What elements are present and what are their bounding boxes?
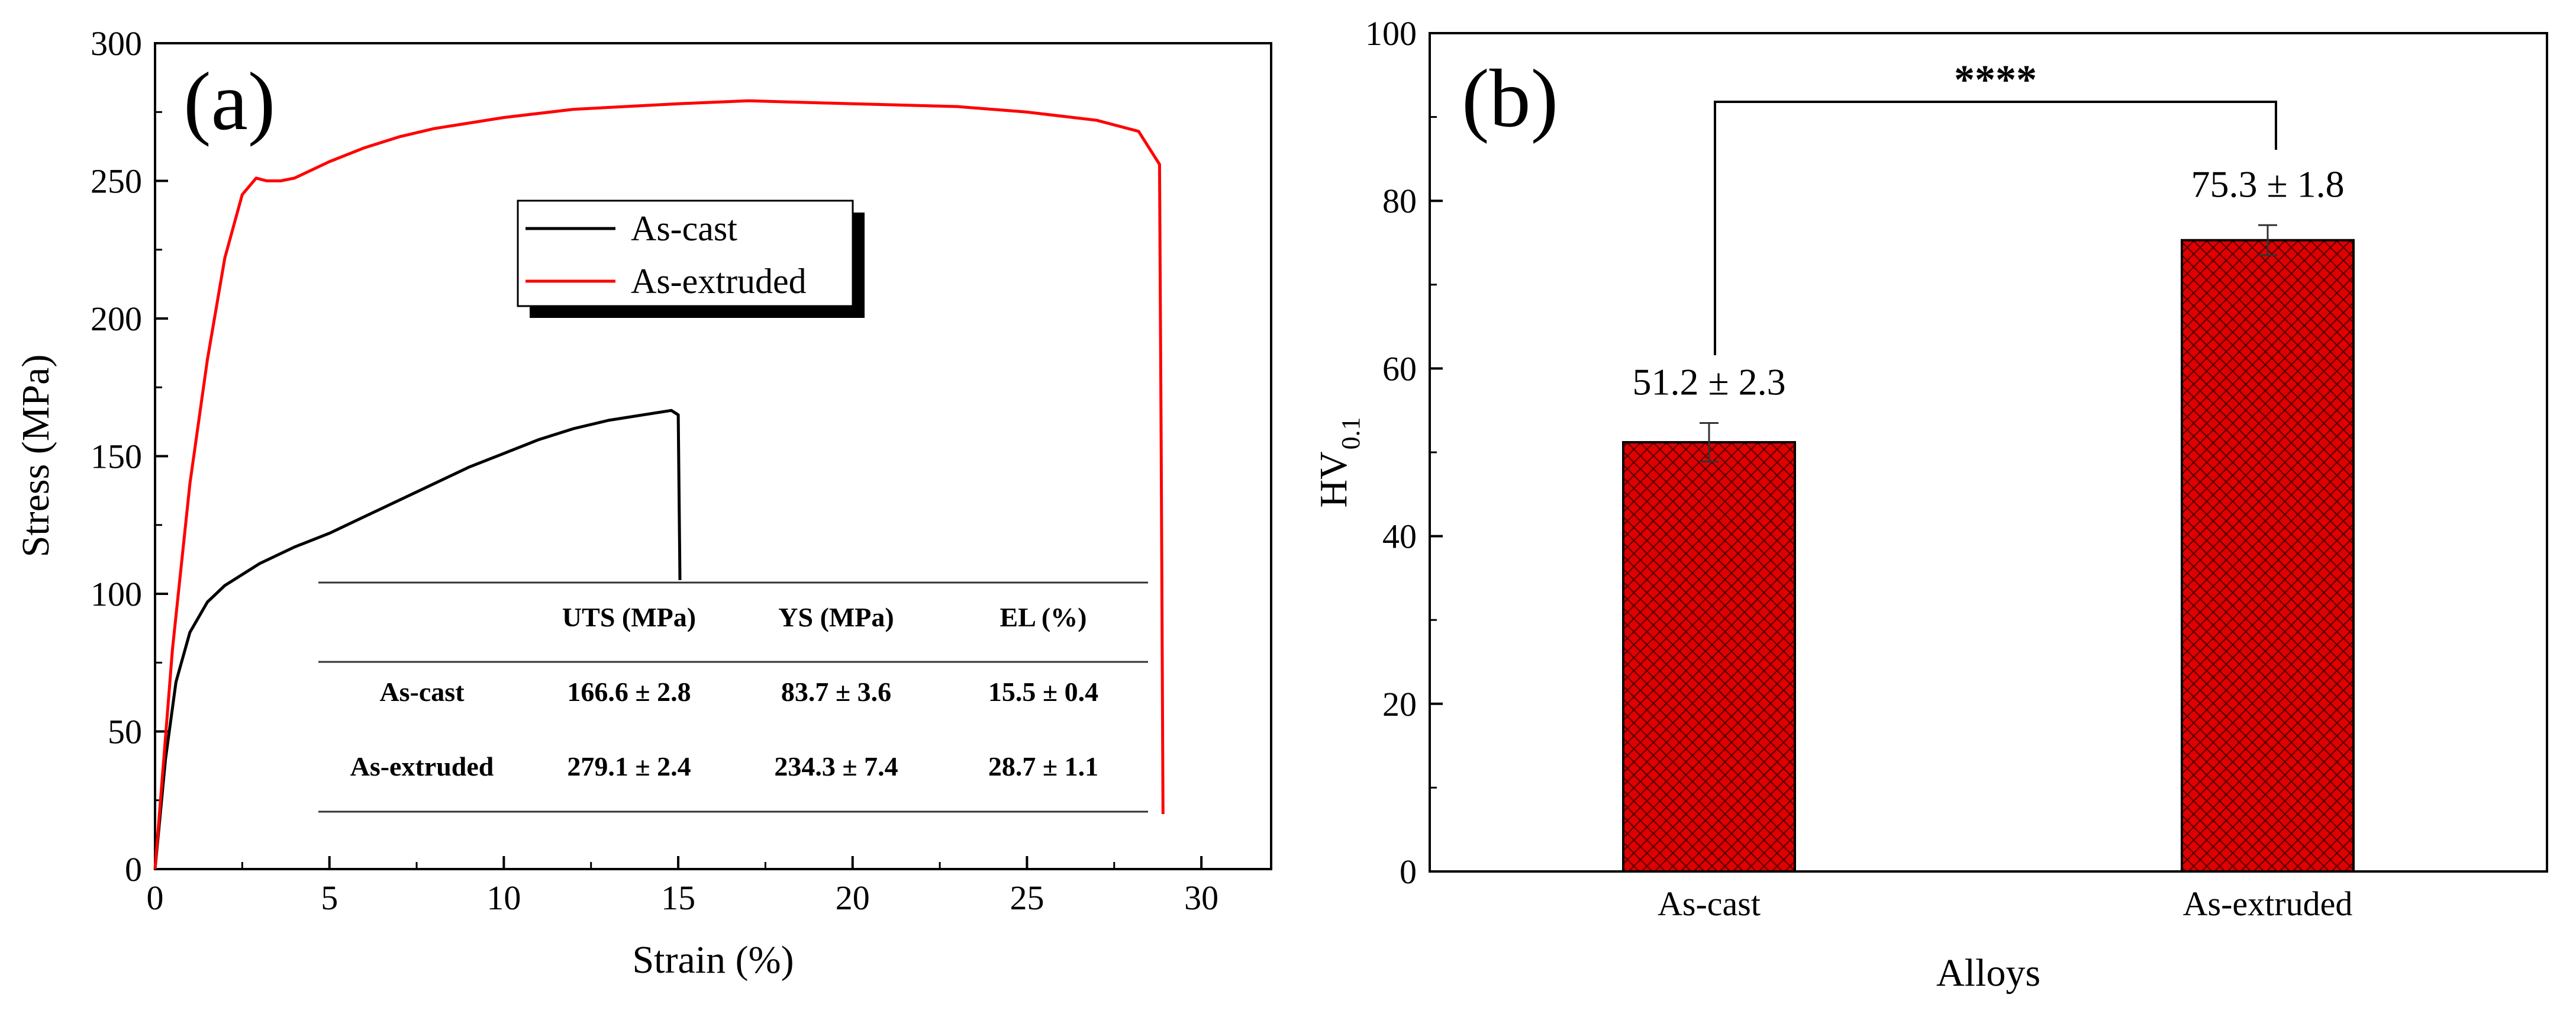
table-cell: 234.3 ± 7.4	[774, 751, 898, 781]
legend-label-as-extruded: As-extruded	[631, 262, 807, 301]
y-tick-label: 100	[91, 575, 142, 613]
table-header-ys: YS (MPa)	[778, 602, 894, 632]
y-tick-label: 60	[1382, 349, 1417, 388]
y-tick-label: 100	[1365, 14, 1417, 53]
y-axis-title-subscript: 0.1	[1336, 417, 1365, 450]
panel-b-hardness: 0 20 40 60 80 100 As-cast As-extruded 51.2 ± 2.…	[1312, 14, 2548, 995]
x-tick-label: 30	[1184, 879, 1218, 917]
table-header-uts: UTS (MPa)	[562, 602, 696, 632]
x-tick-label: 0	[147, 879, 164, 917]
y-tick-label: 300	[91, 24, 142, 63]
series-line-as-extruded	[153, 99, 1165, 870]
y-tick-label: 50	[108, 713, 142, 751]
table-cell: 83.7 ± 3.6	[781, 677, 891, 707]
y-tick-label: 20	[1382, 685, 1417, 723]
x-tick-label: 25	[1010, 879, 1044, 917]
y-tick-label: 0	[1400, 853, 1417, 891]
x-category-label-as-extruded: As-extruded	[2183, 884, 2353, 923]
panel-b-x-axis-title: Alloys	[1936, 951, 2040, 995]
y-tick-label: 80	[1382, 182, 1417, 220]
legend-label-as-cast: As-cast	[631, 209, 737, 248]
table-cell: 166.6 ± 2.8	[567, 677, 691, 707]
panel-b-y-axis-title: HV 0.1	[1312, 417, 1365, 508]
significance-bracket	[1714, 101, 2277, 355]
y-tick-label: 250	[91, 162, 142, 201]
table-header-el: EL (%)	[1000, 602, 1087, 632]
y-axis-title-main: HV	[1312, 451, 1355, 507]
legend-box	[517, 200, 854, 307]
x-tick-label: 15	[661, 879, 695, 917]
x-tick-label: 20	[836, 879, 870, 917]
panel-b-label: (b)	[1462, 53, 1558, 144]
y-tick-label: 40	[1382, 517, 1417, 556]
x-category-label-as-cast: As-cast	[1658, 884, 1761, 923]
series-line-as-cast	[153, 408, 682, 870]
table-cell: 28.7 ± 1.1	[988, 751, 1098, 781]
panel-a-frame	[154, 42, 1272, 870]
bar-as-cast	[1622, 441, 1796, 873]
y-tick-label: 150	[91, 438, 142, 476]
value-label-as-extruded: 75.3 ± 1.8	[2191, 163, 2344, 205]
value-label-as-cast: 51.2 ± 2.3	[1632, 361, 1785, 403]
panel-a-label: (a)	[183, 56, 275, 147]
property-table: UTS (MPa) YS (MPa) EL (%) As-cast 166.6 …	[318, 581, 1148, 813]
panel-b-frame	[1429, 32, 2548, 873]
panel-a-x-axis-title: Strain (%)	[632, 938, 794, 982]
panel-a-legend: As-cast As-extruded	[517, 200, 865, 318]
bar-as-extruded	[2181, 239, 2355, 873]
y-tick-label: 0	[125, 850, 142, 889]
significance-stars: ****	[1954, 57, 2037, 103]
table-cell: 279.1 ± 2.4	[567, 751, 691, 781]
x-tick-label: 5	[321, 879, 338, 917]
table-row-label-as-extruded: As-extruded	[350, 751, 494, 781]
table-row-label-as-cast: As-cast	[379, 677, 465, 707]
x-tick-label: 10	[486, 879, 521, 917]
panel-a-y-axis-title: Stress (MPa)	[14, 355, 57, 558]
table-cell: 15.5 ± 0.4	[988, 677, 1098, 707]
y-tick-label: 200	[91, 300, 142, 338]
